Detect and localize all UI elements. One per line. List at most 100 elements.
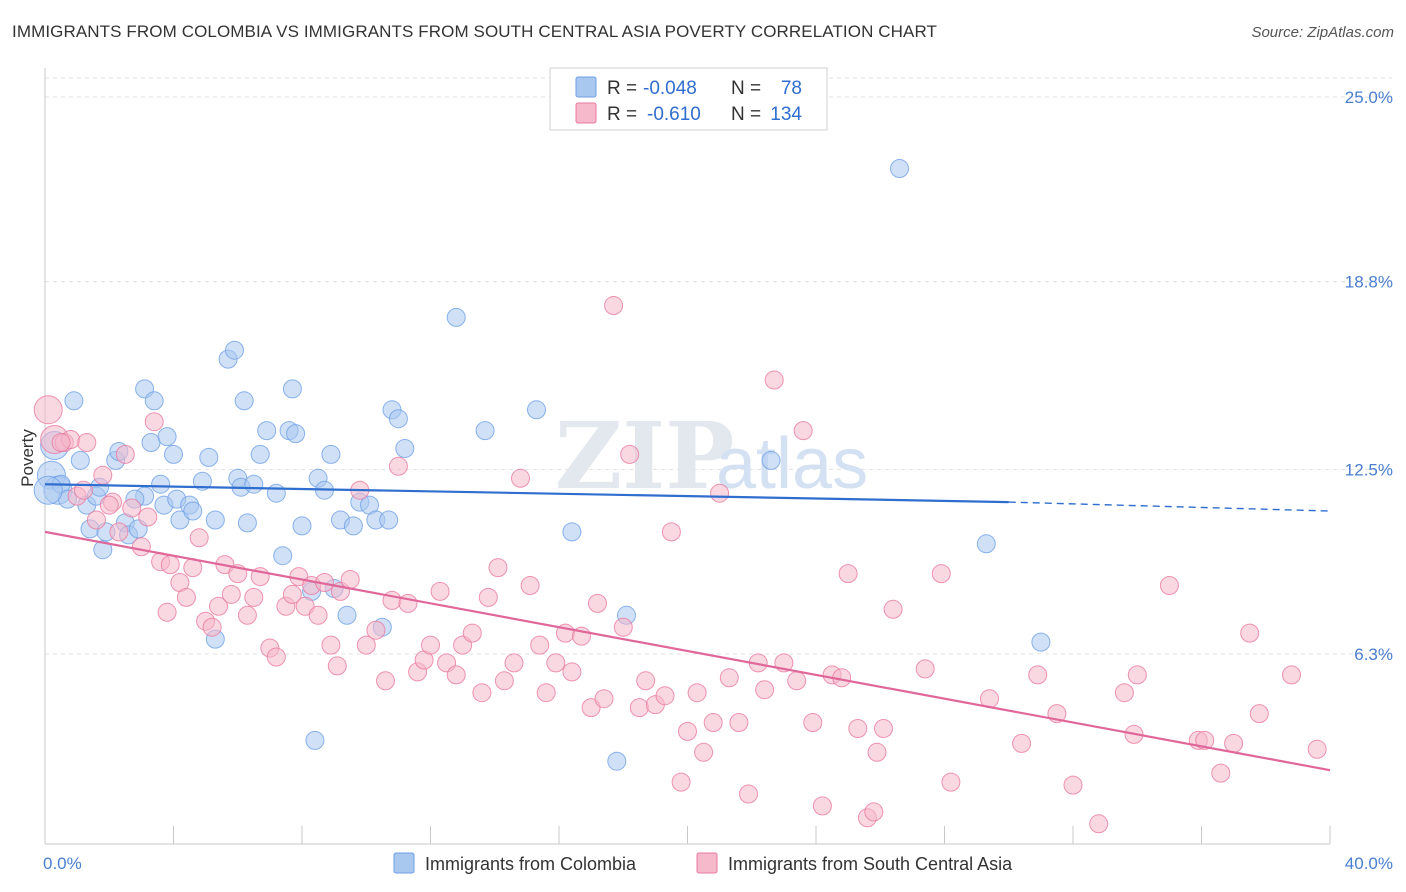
point-south-central-asia [1240,623,1260,643]
point-south-central-asia [588,593,607,613]
point-south-central-asia [446,665,466,685]
point-colombia [70,450,90,470]
point-south-central-asia [1028,665,1048,685]
point-south-central-asia [710,483,730,503]
point-south-central-asia [812,796,832,816]
point-south-central-asia [739,784,758,804]
point-south-central-asia [636,671,656,691]
point-south-central-asia [613,617,633,637]
point-colombia [337,605,357,625]
bottom-legend-swatch-colombia [393,852,415,874]
point-south-central-asia [189,528,209,548]
point-colombia [151,474,171,494]
point-south-central-asia [340,570,360,589]
point-colombia [761,450,781,470]
point-south-central-asia [176,587,196,607]
point-south-central-asia [494,671,514,691]
point-colombia [562,522,582,542]
legend-bottom: Immigrants from Colombia Immigrants from… [393,852,1013,874]
point-south-central-asia [356,635,376,655]
point-south-central-asia [864,802,884,822]
legend-n-label-0: N = [731,78,761,99]
legend-top: R = -0.048 N = 78 R = -0.610 N = 134 [549,67,828,131]
point-south-central-asia [157,602,177,622]
point-south-central-asia [86,510,106,530]
point-colombia [225,340,244,360]
point-south-central-asia [915,659,935,679]
point-colombia [976,534,996,554]
point-south-central-asia [1063,775,1083,795]
point-south-central-asia [221,584,241,604]
point-south-central-asia [604,296,624,315]
point-south-central-asia [1195,730,1215,750]
point-colombia [205,510,225,530]
point-south-central-asia [77,433,97,452]
trend-line-south-central-asia [44,530,1331,772]
point-south-central-asia [620,444,640,464]
trend-lines [44,483,1331,772]
y-tick-label: 12.5% [1345,460,1393,479]
point-colombia [234,391,254,411]
y-tick-label: 6.3% [1354,645,1393,664]
point-south-central-asia [520,576,540,595]
point-south-central-asia [867,742,887,762]
point-south-central-asia [462,623,482,643]
point-colombia [527,400,546,420]
point-south-central-asia [388,456,408,476]
legend-r-label-1: R = [607,104,637,125]
x-tick-label-max: 40.0% [1345,854,1393,873]
bottom-legend-swatch-south-central-asia [696,852,718,874]
point-south-central-asia [1012,733,1032,753]
point-south-central-asia [1224,733,1244,753]
point-colombia [33,475,63,505]
y-axis-title: Poverty [18,429,37,487]
point-south-central-asia [848,719,868,738]
point-south-central-asia [244,587,264,607]
point-south-central-asia [931,564,951,584]
legend-r-value-0: -0.048 [643,78,697,99]
legend-swatch-colombia [575,76,597,98]
legend-r-label-0: R = [607,78,637,99]
point-south-central-asia [131,537,151,557]
point-south-central-asia [122,498,142,518]
point-south-central-asia [237,605,257,625]
point-south-central-asia [838,564,858,584]
point-south-central-asia [202,617,222,637]
point-colombia [183,501,203,521]
point-south-central-asia [530,635,550,655]
point-south-central-asia [755,680,775,700]
point-south-central-asia [719,668,739,688]
point-colombia [199,447,219,467]
point-colombia [266,483,286,503]
point-colombia [305,730,325,750]
point-south-central-asia [594,689,614,709]
point-colombia [343,516,363,536]
point-colombia [890,159,909,178]
watermark-zip: ZIP [555,402,734,510]
point-south-central-asia [787,671,807,691]
point-south-central-asia [883,599,903,619]
point-south-central-asia [376,671,395,691]
point-colombia [244,474,264,494]
point-south-central-asia [308,605,328,625]
point-colombia [170,510,190,530]
point-south-central-asia [138,507,158,527]
trend-line-colombia-extension [1008,501,1331,512]
point-south-central-asia [478,587,498,607]
point-south-central-asia [327,656,347,676]
point-south-central-asia [1159,576,1179,595]
trend-line-colombia [44,483,1009,504]
point-colombia [237,513,257,533]
point-south-central-asia [266,647,286,667]
point-south-central-asia [511,468,530,488]
point-south-central-asia [472,683,492,703]
point-colombia [144,391,164,411]
point-south-central-asia [562,662,582,682]
point-south-central-asia [160,555,180,575]
point-south-central-asia [629,698,649,718]
point-south-central-asia [430,581,450,601]
point-colombia [192,471,212,491]
point-south-central-asia [488,558,508,578]
point-colombia [286,424,306,444]
point-colombia [141,433,161,452]
